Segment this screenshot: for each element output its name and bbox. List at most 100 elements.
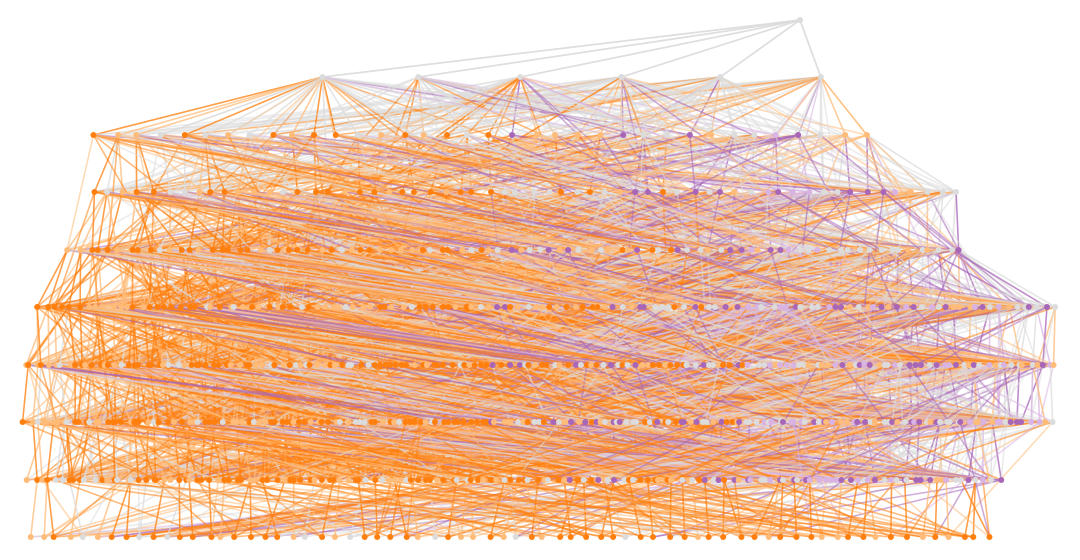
node xyxy=(319,74,326,80)
edge xyxy=(53,306,72,366)
node xyxy=(439,362,446,368)
node xyxy=(468,419,475,425)
edge xyxy=(621,76,868,136)
node xyxy=(507,304,514,310)
node xyxy=(700,362,707,368)
node xyxy=(195,247,202,253)
node xyxy=(118,304,125,310)
node xyxy=(710,419,717,425)
node xyxy=(250,189,257,195)
node xyxy=(507,419,514,425)
node xyxy=(906,362,913,368)
edge xyxy=(227,76,323,136)
edge xyxy=(418,76,944,193)
node xyxy=(795,132,802,138)
node xyxy=(133,132,140,138)
node xyxy=(680,419,687,425)
node xyxy=(65,304,72,310)
node xyxy=(738,247,745,253)
node xyxy=(681,304,688,310)
node xyxy=(640,132,647,138)
node xyxy=(771,304,778,310)
edge xyxy=(36,249,68,308)
node xyxy=(209,247,216,253)
node xyxy=(826,247,833,253)
node xyxy=(474,419,481,425)
node xyxy=(706,189,713,195)
node xyxy=(310,132,317,138)
node xyxy=(895,247,902,253)
edge xyxy=(903,479,908,538)
node xyxy=(271,362,278,368)
edge xyxy=(719,191,983,308)
edge xyxy=(520,19,801,78)
node xyxy=(411,189,418,195)
edge xyxy=(224,76,521,193)
node xyxy=(946,362,953,368)
edge xyxy=(122,76,521,193)
node xyxy=(460,419,467,425)
node xyxy=(388,247,395,253)
node xyxy=(250,419,257,425)
node xyxy=(508,247,515,253)
node xyxy=(371,419,378,425)
node xyxy=(809,304,816,310)
node xyxy=(563,304,570,310)
node xyxy=(884,362,891,368)
node xyxy=(371,189,378,195)
node xyxy=(286,362,293,368)
node xyxy=(415,74,422,80)
node xyxy=(396,419,403,425)
node xyxy=(939,189,946,195)
node xyxy=(754,247,761,253)
edges-layer xyxy=(21,19,1056,538)
node xyxy=(652,304,659,310)
node xyxy=(640,304,647,310)
node xyxy=(710,362,717,368)
node xyxy=(99,304,106,310)
node xyxy=(90,132,97,138)
node xyxy=(388,304,395,310)
node xyxy=(82,362,89,368)
node xyxy=(697,247,704,253)
node xyxy=(77,247,84,253)
node xyxy=(426,247,433,253)
node xyxy=(177,304,184,310)
edge xyxy=(93,134,271,193)
node xyxy=(285,247,292,253)
node xyxy=(579,304,586,310)
node xyxy=(748,189,755,195)
node xyxy=(817,74,824,80)
node xyxy=(766,362,773,368)
node xyxy=(574,132,581,138)
edge xyxy=(136,76,323,136)
node xyxy=(427,189,434,195)
node xyxy=(464,132,471,138)
node xyxy=(866,362,873,368)
node xyxy=(779,419,786,425)
node xyxy=(693,419,700,425)
node xyxy=(796,362,803,368)
node xyxy=(633,419,640,425)
node xyxy=(782,304,789,310)
node xyxy=(673,189,680,195)
node xyxy=(478,247,485,253)
edge xyxy=(36,364,42,423)
edge xyxy=(84,306,96,366)
node xyxy=(893,304,900,310)
edge xyxy=(733,134,957,193)
node xyxy=(912,362,919,368)
node xyxy=(805,247,812,253)
edge xyxy=(799,19,822,78)
node xyxy=(307,419,314,425)
node xyxy=(148,362,155,368)
node xyxy=(746,419,753,425)
node xyxy=(604,247,611,253)
node xyxy=(77,304,84,310)
edge xyxy=(106,134,120,193)
node xyxy=(869,304,876,310)
node xyxy=(391,419,398,425)
node xyxy=(211,419,218,425)
node xyxy=(686,132,693,138)
node xyxy=(279,189,286,195)
